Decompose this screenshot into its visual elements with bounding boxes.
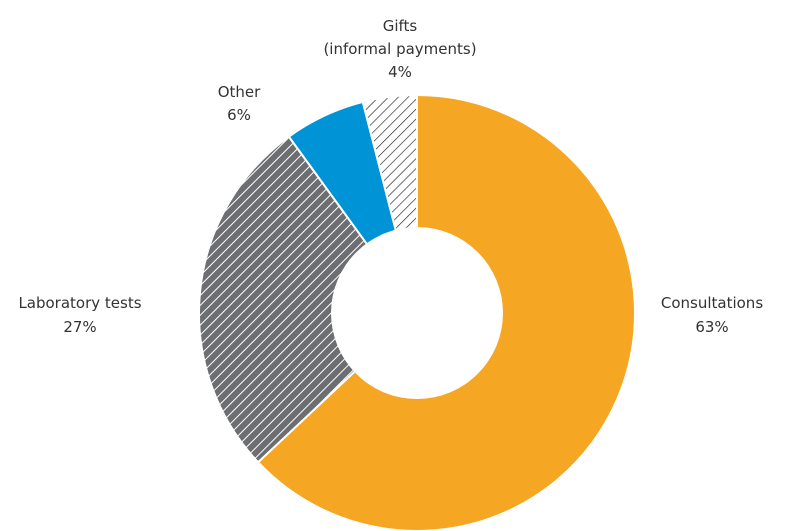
label-consultations-value: 63% <box>695 318 728 336</box>
label-other-value: 6% <box>227 106 251 124</box>
label-gifts-subname: (informal payments) <box>323 40 476 58</box>
slice-laboratory-tests <box>198 135 419 464</box>
label-laboratory-tests: Laboratory tests 27% <box>18 294 141 336</box>
label-laboratory-tests-value: 27% <box>63 318 96 336</box>
label-gifts-value: 4% <box>388 63 412 81</box>
label-consultations-name: Consultations <box>661 294 763 312</box>
label-gifts: Gifts (informal payments) 4% <box>323 17 476 81</box>
label-laboratory-tests-name: Laboratory tests <box>18 294 141 312</box>
label-other: Other 6% <box>218 83 261 124</box>
label-gifts-name: Gifts <box>383 17 418 35</box>
label-consultations: Consultations 63% <box>661 294 763 336</box>
label-other-name: Other <box>218 83 261 101</box>
donut-hole <box>331 227 503 399</box>
